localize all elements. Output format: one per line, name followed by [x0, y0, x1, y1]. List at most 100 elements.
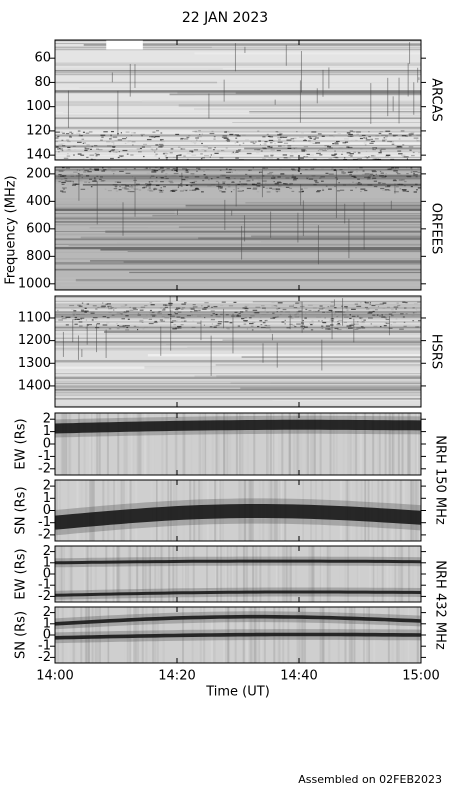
noise: [346, 308, 348, 309]
texture: [55, 74, 421, 75]
noise: [310, 324, 312, 325]
noise: [155, 136, 160, 137]
noise: [112, 174, 114, 175]
noise: [130, 191, 134, 192]
noise: [84, 315, 88, 316]
noise: [121, 132, 122, 133]
noise: [158, 169, 160, 170]
noise: [389, 133, 392, 134]
noise: [328, 306, 330, 307]
noise: [64, 178, 67, 179]
noise: [84, 170, 89, 171]
texture: [55, 348, 421, 350]
noise: [237, 315, 241, 316]
vline: [231, 210, 232, 215]
noise: [79, 174, 83, 175]
noise: [410, 167, 412, 168]
noise: [212, 323, 213, 324]
noise: [119, 189, 122, 190]
noise: [332, 167, 334, 168]
texture: [55, 216, 421, 217]
noise: [414, 312, 416, 313]
noise: [272, 175, 274, 176]
noise: [261, 327, 266, 328]
noise: [152, 312, 155, 313]
noise: [245, 306, 248, 307]
noise: [73, 314, 75, 315]
noise: [191, 168, 193, 169]
mask: [106, 40, 143, 50]
noise: [272, 188, 277, 189]
noise: [156, 177, 158, 178]
noise: [234, 178, 236, 179]
noise: [367, 184, 372, 185]
noise: [413, 171, 418, 172]
noise: [172, 320, 176, 321]
noise: [368, 317, 373, 318]
noise: [365, 302, 367, 303]
noise: [414, 303, 418, 304]
noise: [294, 138, 297, 139]
noise: [119, 186, 121, 187]
noise: [402, 135, 407, 136]
noise: [287, 145, 291, 146]
texture: [55, 318, 421, 319]
noise: [152, 169, 156, 170]
noise: [119, 171, 124, 172]
noise: [377, 154, 379, 155]
noise: [281, 173, 284, 174]
noise: [357, 314, 358, 315]
y-tick-label: 2: [43, 412, 51, 427]
noise: [378, 306, 379, 307]
noise: [137, 329, 138, 330]
noise: [300, 303, 301, 304]
noise: [211, 310, 215, 311]
noise: [253, 167, 254, 168]
noise: [95, 153, 97, 154]
noise: [90, 155, 95, 156]
noise: [194, 143, 196, 144]
texture: [55, 259, 421, 260]
noise: [365, 140, 366, 141]
noise: [125, 185, 129, 186]
noise: [165, 176, 167, 177]
noise: [195, 137, 199, 138]
noise: [278, 308, 280, 309]
noise: [79, 321, 83, 322]
noise: [266, 312, 268, 313]
texture: [55, 367, 421, 369]
noise: [270, 155, 273, 156]
panel-image: [55, 167, 421, 290]
noise: [416, 309, 417, 310]
noise: [77, 142, 82, 143]
noise: [163, 308, 165, 309]
noise: [180, 154, 182, 155]
noise: [181, 324, 184, 325]
noise: [280, 311, 282, 312]
noise: [355, 304, 358, 305]
noise: [81, 311, 86, 312]
noise: [144, 168, 148, 169]
noise: [344, 306, 348, 307]
noise: [205, 177, 209, 178]
noise: [301, 151, 305, 152]
y-tick-label: 2: [43, 544, 51, 559]
noise: [362, 135, 366, 136]
vline: [353, 319, 354, 343]
vline: [170, 296, 171, 311]
noise: [393, 322, 396, 323]
noise: [282, 145, 285, 146]
noise: [173, 170, 176, 171]
noise: [193, 304, 196, 305]
noise: [103, 324, 108, 325]
vline: [321, 340, 322, 371]
noise: [130, 310, 134, 311]
noise: [61, 182, 65, 183]
noise: [386, 319, 390, 320]
noise: [126, 189, 131, 190]
noise: [406, 325, 410, 326]
texture: [55, 297, 421, 298]
noise: [263, 322, 266, 323]
noise: [125, 315, 128, 316]
noise: [252, 329, 254, 330]
